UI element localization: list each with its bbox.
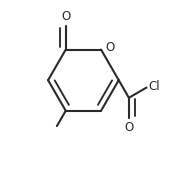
Text: Cl: Cl: [148, 80, 160, 93]
Text: O: O: [61, 10, 70, 23]
Text: O: O: [105, 41, 115, 54]
Text: O: O: [124, 121, 133, 134]
